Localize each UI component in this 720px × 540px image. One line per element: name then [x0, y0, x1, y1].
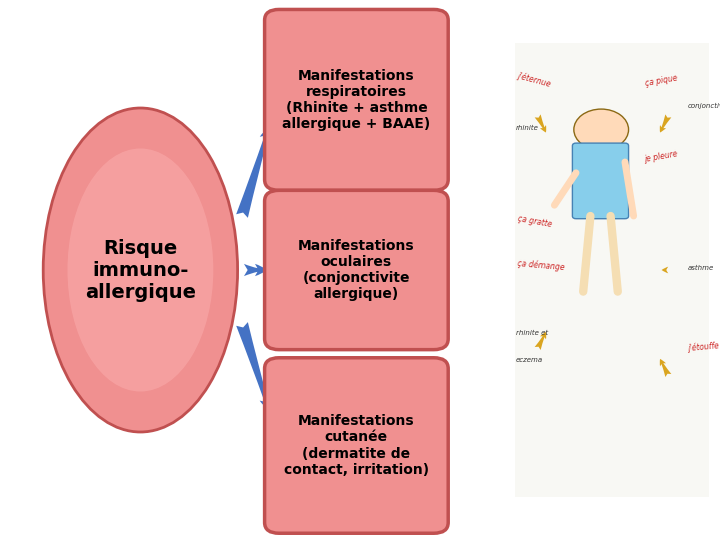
Text: ça gratte: ça gratte [517, 214, 553, 229]
Text: j'éternue: j'éternue [517, 70, 553, 89]
Ellipse shape [68, 148, 213, 392]
Text: Manifestations
oculaires
(conjonctivite
allergique): Manifestations oculaires (conjonctivite … [298, 239, 415, 301]
Text: asthme: asthme [688, 265, 714, 271]
FancyBboxPatch shape [265, 358, 448, 534]
Text: conjonctivite: conjonctivite [688, 103, 720, 109]
Text: ça pique: ça pique [644, 74, 678, 89]
Text: rhinite et: rhinite et [516, 330, 548, 336]
FancyBboxPatch shape [265, 10, 448, 191]
Text: Risque
immuno-
allergique: Risque immuno- allergique [85, 239, 196, 301]
Text: j'étouffe: j'étouffe [688, 341, 720, 353]
Text: eczema: eczema [516, 357, 543, 363]
Circle shape [574, 109, 629, 150]
Text: ça démange: ça démange [517, 259, 565, 272]
FancyBboxPatch shape [572, 143, 629, 219]
FancyBboxPatch shape [265, 191, 448, 350]
Text: Manifestations
respiratoires
(Rhinite + asthme
allergique + BAAE): Manifestations respiratoires (Rhinite + … [282, 69, 431, 131]
FancyBboxPatch shape [515, 43, 709, 497]
Text: Manifestations
cutanée
(dermatite de
contact, irritation): Manifestations cutanée (dermatite de con… [284, 414, 429, 477]
Text: je pleure: je pleure [644, 149, 679, 164]
Text: rhinite: rhinite [516, 125, 539, 131]
Ellipse shape [43, 108, 238, 432]
